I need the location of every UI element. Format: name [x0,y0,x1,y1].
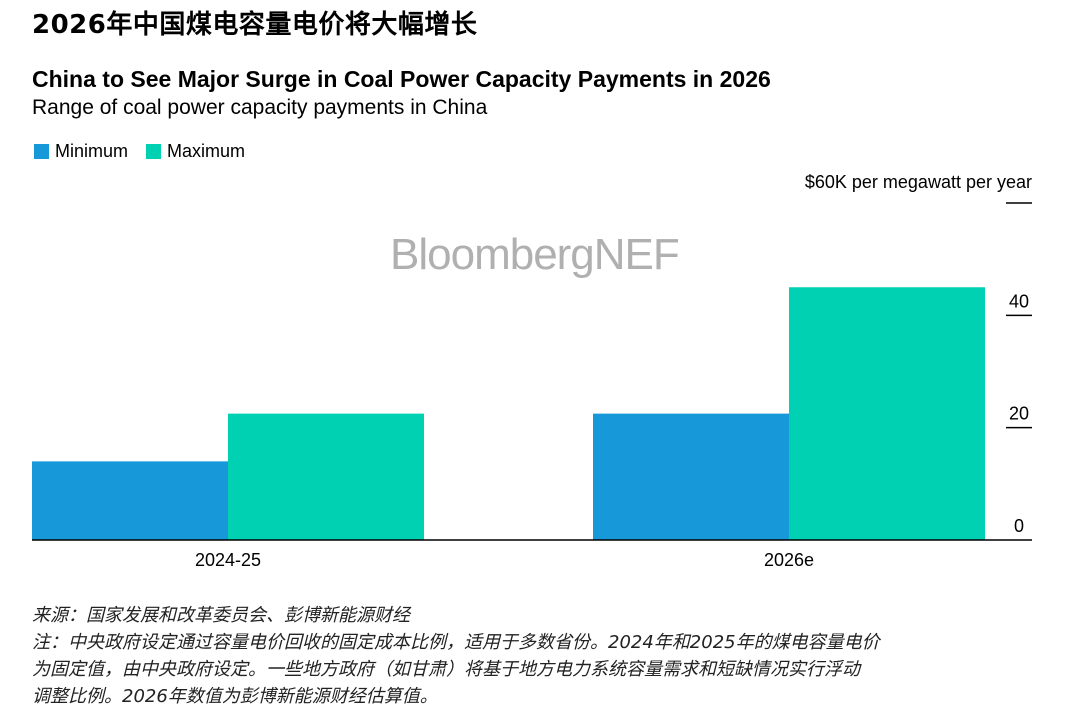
x-tick-label-2024-25: 2024-25 [195,550,261,570]
legend-item-maximum: Maximum [146,141,245,162]
y-tick-label-40: 40 [1009,291,1029,311]
bloombergnef-watermark: BloombergNEF [390,230,680,279]
footer: 来源：国家发展和改革委员会、彭博新能源财经 注：中央政府设定通过容量电价回收的固… [32,602,1052,710]
bar-minimum-2026e [593,413,789,540]
legend-label-minimum: Minimum [55,141,129,161]
x-tick-label-2026e: 2026e [764,550,814,570]
headline: 2026年中国煤电容量电价将大幅增长 [32,10,478,40]
legend-swatch-maximum [146,144,162,159]
bar-maximum-2026e [789,287,985,540]
legend-item-minimum: Minimum [34,141,128,162]
chart-title: China to See Major Surge in Coal Power C… [32,66,771,92]
note-line-2: 为固定值，由中央政府设定。一些地方政府（如甘肃）将基于地方电力系统容量需求和短缺… [32,659,860,680]
legend: Minimum Maximum [34,141,245,162]
bar-minimum-2024-25 [32,461,228,540]
source-note: 来源：国家发展和改革委员会、彭博新能源财经 [32,605,410,626]
legend-swatch-minimum [34,144,49,159]
chart-subtitle: Range of coal power capacity payments in… [32,96,488,119]
note-line-3: 调整比例。2026年数值为彭博新能源财经估算值。 [32,686,438,707]
bar-maximum-2024-25 [228,413,424,540]
y-tick-label-20: 20 [1009,404,1029,424]
y-axis-unit-label: $60K per megawatt per year [804,172,1032,192]
legend-label-maximum: Maximum [167,141,246,161]
y-tick-label-0: 0 [1014,516,1024,536]
bar-chart: 2024-25 2026e 0 20 40 [32,202,1032,570]
note-line-1: 注：中央政府设定通过容量电价回收的固定成本比例，适用于多数省份。2024年和20… [32,632,880,653]
